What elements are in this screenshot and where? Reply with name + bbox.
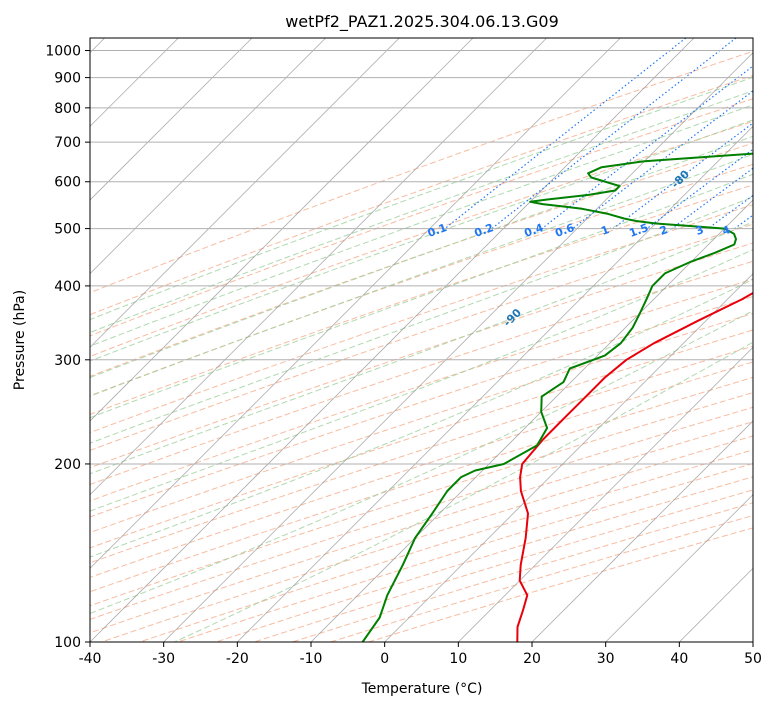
y-axis: 100 200 300 400 500 600 700 800 900 1000 [45, 44, 90, 651]
background-lines [90, 38, 753, 642]
dry-adiabat-line [90, 204, 753, 434]
dry-adiabat-line [90, 392, 753, 607]
y-tick-label: 700 [54, 135, 81, 151]
x-tick-label: -10 [300, 651, 323, 667]
plot-background [90, 38, 753, 642]
y-axis-label: Pressure (hPa) [12, 290, 28, 390]
dry-adiabat-line [90, 295, 753, 518]
isotherm-line [752, 641, 753, 642]
y-tick-label: 900 [54, 71, 81, 87]
y-tick-label: 200 [54, 457, 81, 473]
isotherm-line [531, 420, 753, 642]
dry-adiabat-line [90, 376, 753, 593]
dry-adiabat-line [90, 98, 753, 337]
dry-adiabat-line [90, 163, 753, 397]
moist-adiabat-line [90, 76, 753, 321]
x-tick-label: 20 [523, 651, 541, 667]
moist-adiabat-line [90, 153, 753, 397]
mixing-ratio-label: 0.2 [473, 221, 496, 240]
dewpoint-profile-line [361, 152, 753, 642]
dry-adiabat-line [90, 278, 753, 502]
isotherm-line [458, 346, 753, 642]
isotherm-line [605, 494, 753, 642]
y-tick-label: 300 [54, 353, 81, 369]
x-axis: -40 -30 -20 -10 0 10 20 30 40 50 [79, 642, 762, 667]
isotherm-line [163, 52, 753, 642]
mixing-ratio-line [671, 167, 753, 230]
y-tick-label: 800 [54, 101, 81, 117]
isotherm-line [384, 273, 753, 642]
mixing-ratio-line [572, 90, 753, 230]
dry-adiabat-line [90, 329, 753, 549]
isotherm-line [90, 38, 695, 642]
mixing-ratio-label: 0.6 [553, 221, 576, 240]
isotherm-line [90, 38, 621, 569]
mixing-ratio-label: 0.4 [523, 221, 546, 240]
y-tick-label: 100 [54, 635, 81, 651]
profile-lines [361, 152, 753, 642]
isotherm-line [90, 38, 547, 496]
dry-adiabat-line [90, 74, 753, 316]
x-tick-label: -40 [79, 651, 102, 667]
moist-adiabat-line [90, 310, 753, 614]
plot-frame [89, 37, 754, 643]
y-tick-label: 1000 [45, 44, 81, 60]
dry-adiabat-line [90, 50, 753, 294]
mixing-ratio-line [541, 65, 753, 230]
temperature-profile-line [516, 291, 753, 642]
x-tick-label: 40 [670, 651, 688, 667]
isotherm-line [90, 38, 400, 348]
mixing-ratio-label: 1.5 [628, 221, 651, 240]
x-tick-label: -30 [152, 651, 175, 667]
x-tick-label: -20 [226, 651, 249, 667]
dry-adiabat-line [90, 184, 753, 415]
isotherm-line [90, 38, 474, 422]
isotherm-line [90, 38, 253, 201]
isotherm-line [310, 199, 753, 642]
moist-adiabat-line [90, 90, 753, 334]
x-axis-label: Temperature (°C) [361, 681, 483, 697]
mixing-ratio-label: 1 [599, 223, 611, 238]
x-tick-label: 50 [744, 651, 762, 667]
x-tick-label: 0 [380, 651, 389, 667]
moist-adiabat-line [90, 119, 753, 362]
chart-title: wetPf2_PAZ1.2025.304.06.13.G09 [285, 12, 559, 32]
isotherm-line [90, 38, 326, 275]
y-tick-label: 500 [54, 222, 81, 238]
mixing-ratio-label: 4 [720, 223, 732, 238]
x-tick-label: 10 [449, 651, 467, 667]
moist-adiabat-line [90, 248, 753, 512]
mixing-ratio-label: 2 [658, 223, 670, 238]
y-tick-label: 600 [54, 175, 81, 191]
mixing-ratio-label: 0.1 [426, 221, 449, 240]
x-tick-label: 30 [597, 651, 615, 667]
moist-adiabat-line [90, 173, 753, 419]
mixing-ratio-label: 3 [694, 223, 706, 238]
isotherm-line [237, 125, 753, 642]
moist-adiabat-line [90, 278, 753, 558]
dry-adiabat-line [90, 242, 753, 469]
y-tick-label: 400 [54, 279, 81, 295]
